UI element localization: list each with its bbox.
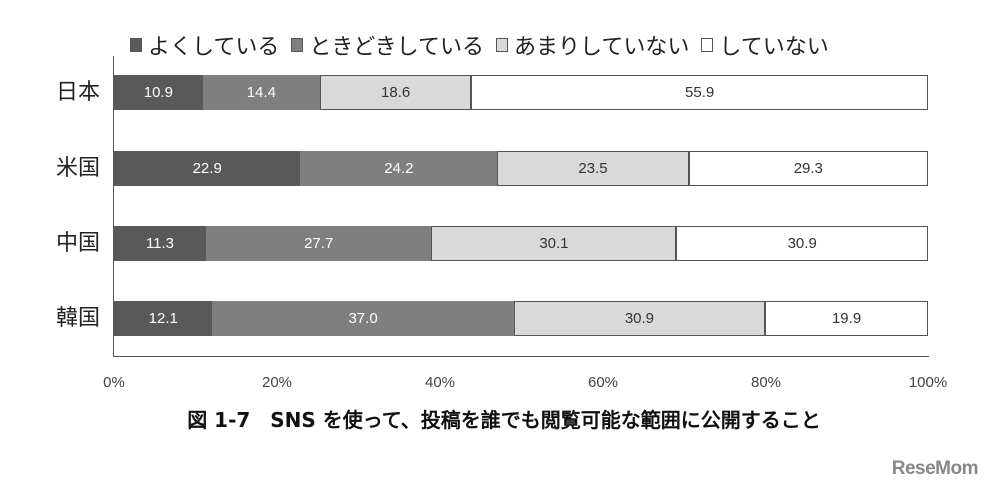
bar-segment: 29.3	[688, 151, 928, 186]
legend-swatch-mid	[291, 38, 304, 52]
legend-swatch-light	[496, 38, 509, 52]
bar-segment: 27.7	[205, 226, 432, 261]
bar-row-china: 11.3 27.7 30.1 30.9	[114, 226, 928, 261]
bar-row-korea: 12.1 37.0 30.9 19.9	[114, 301, 928, 336]
bar-segment: 55.9	[471, 75, 928, 110]
bar-segment: 22.9	[114, 151, 301, 186]
bar-segment: 19.9	[765, 301, 928, 336]
bar-row-usa: 22.9 24.2 23.5 29.3	[114, 151, 928, 186]
legend-item-sometimes: ときどきしている	[291, 29, 484, 61]
bar-segment: 10.9	[114, 75, 203, 110]
x-tick-label: 100%	[908, 374, 948, 391]
resemom-logo: ReseMom	[891, 458, 979, 479]
legend-swatch-white	[701, 38, 714, 52]
bar-segment: 23.5	[497, 151, 689, 186]
bar-segment: 30.9	[676, 226, 928, 261]
x-tick-label: 60%	[587, 374, 619, 391]
bar-segment: 24.2	[300, 151, 498, 186]
bar-segment: 14.4	[202, 75, 320, 110]
bar-segment: 18.6	[319, 75, 472, 110]
bar-segment: 12.1	[114, 301, 213, 336]
bar-segment: 37.0	[212, 301, 514, 336]
legend-item-never: していない	[701, 29, 829, 61]
bar-segment: 30.1	[431, 226, 677, 261]
category-label: 日本	[55, 80, 100, 105]
chart-legend: よくしている ときどきしている あまりしていない していない	[130, 30, 841, 60]
x-axis-line	[113, 356, 929, 357]
x-tick-label: 0%	[103, 374, 125, 391]
x-tick-label: 40%	[424, 374, 456, 391]
category-label: 韓国	[55, 306, 100, 331]
legend-item-rarely: あまりしていない	[496, 29, 689, 61]
bar-segment: 11.3	[114, 226, 206, 261]
category-label: 米国	[55, 156, 100, 181]
bar-row-japan: 10.9 14.4 18.6 55.9	[114, 75, 928, 110]
y-axis-line	[113, 56, 114, 357]
category-label: 中国	[55, 231, 100, 256]
x-tick-label: 80%	[750, 374, 782, 391]
legend-swatch-dark	[130, 38, 142, 52]
x-tick-label: 20%	[261, 374, 293, 391]
figure-caption: 図 1-7 SNS を使って、投稿を誰でも閲覧可能な範囲に公開すること	[187, 408, 821, 432]
legend-item-often: よくしている	[130, 29, 279, 61]
bar-segment: 30.9	[513, 301, 766, 336]
